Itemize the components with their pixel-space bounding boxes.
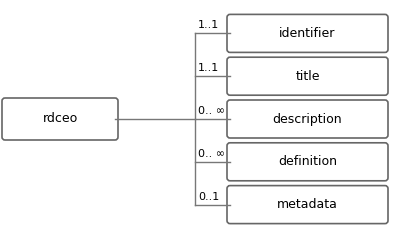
Text: 1..1: 1..1: [198, 63, 219, 73]
Text: title: title: [295, 70, 320, 83]
FancyBboxPatch shape: [227, 14, 388, 52]
Text: 0.. ∞: 0.. ∞: [198, 149, 225, 159]
Text: 1..1: 1..1: [198, 20, 219, 30]
Text: 0.. ∞: 0.. ∞: [198, 106, 225, 116]
FancyBboxPatch shape: [227, 143, 388, 181]
Text: metadata: metadata: [277, 198, 338, 211]
Text: rdceo: rdceo: [42, 113, 78, 126]
Text: 0..1: 0..1: [198, 192, 219, 202]
Text: description: description: [273, 113, 342, 126]
FancyBboxPatch shape: [2, 98, 118, 140]
FancyBboxPatch shape: [227, 100, 388, 138]
FancyBboxPatch shape: [227, 185, 388, 223]
Text: definition: definition: [278, 155, 337, 168]
Text: identifier: identifier: [279, 27, 336, 40]
FancyBboxPatch shape: [227, 57, 388, 95]
